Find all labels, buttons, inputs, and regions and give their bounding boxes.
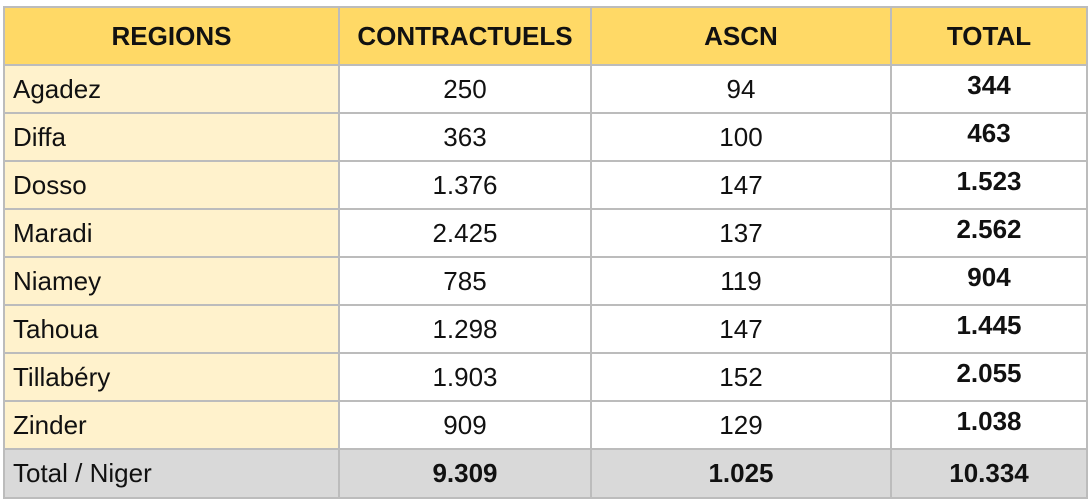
total-value: 2.055 <box>890 352 1088 402</box>
ascn-value: 119 <box>590 256 892 306</box>
region-name: Zinder <box>3 400 340 450</box>
region-name: Maradi <box>3 208 340 258</box>
table-row: Niamey 785 119 904 <box>3 256 1088 306</box>
region-name: Diffa <box>3 112 340 162</box>
header-ascn: ASCN <box>590 6 892 66</box>
total-row: Total / Niger 9.309 1.025 10.334 <box>3 448 1088 499</box>
contractuels-value: 1.376 <box>338 160 592 210</box>
ascn-value: 147 <box>590 304 892 354</box>
ascn-value: 147 <box>590 160 892 210</box>
contractuels-value: 785 <box>338 256 592 306</box>
contractuels-value: 2.425 <box>338 208 592 258</box>
total-value: 1.445 <box>890 304 1088 354</box>
total-value: 1.038 <box>890 400 1088 450</box>
header-row: REGIONS CONTRACTUELS ASCN TOTAL <box>3 6 1088 66</box>
table-row: Tillabéry 1.903 152 2.055 <box>3 352 1088 402</box>
ascn-value: 94 <box>590 64 892 114</box>
total-value: 1.523 <box>890 160 1088 210</box>
region-name: Tahoua <box>3 304 340 354</box>
total-value: 904 <box>890 256 1088 306</box>
region-name: Agadez <box>3 64 340 114</box>
contractuels-value: 250 <box>338 64 592 114</box>
ascn-value: 100 <box>590 112 892 162</box>
region-name: Tillabéry <box>3 352 340 402</box>
total-contractuels: 9.309 <box>338 448 592 499</box>
ascn-value: 152 <box>590 352 892 402</box>
region-name: Niamey <box>3 256 340 306</box>
header-total: TOTAL <box>890 6 1088 66</box>
total-niger-label: Total / Niger <box>3 448 340 499</box>
table-row: Maradi 2.425 137 2.562 <box>3 208 1088 258</box>
ascn-value: 137 <box>590 208 892 258</box>
total-ascn: 1.025 <box>590 448 892 499</box>
header-regions: REGIONS <box>3 6 340 66</box>
grand-total: 10.334 <box>890 448 1088 499</box>
table-row: Agadez 250 94 344 <box>3 64 1088 114</box>
total-value: 344 <box>890 64 1088 114</box>
region-name: Dosso <box>3 160 340 210</box>
contractuels-value: 363 <box>338 112 592 162</box>
total-value: 2.562 <box>890 208 1088 258</box>
contractuels-value: 1.298 <box>338 304 592 354</box>
table-row: Diffa 363 100 463 <box>3 112 1088 162</box>
total-value: 463 <box>890 112 1088 162</box>
table-row: Tahoua 1.298 147 1.445 <box>3 304 1088 354</box>
header-contractuels: CONTRACTUELS <box>338 6 592 66</box>
contractuels-value: 909 <box>338 400 592 450</box>
ascn-value: 129 <box>590 400 892 450</box>
table-row: Dosso 1.376 147 1.523 <box>3 160 1088 210</box>
contractuels-value: 1.903 <box>338 352 592 402</box>
regions-table: REGIONS CONTRACTUELS ASCN TOTAL Agadez 2… <box>3 6 1088 499</box>
table-row: Zinder 909 129 1.038 <box>3 400 1088 450</box>
